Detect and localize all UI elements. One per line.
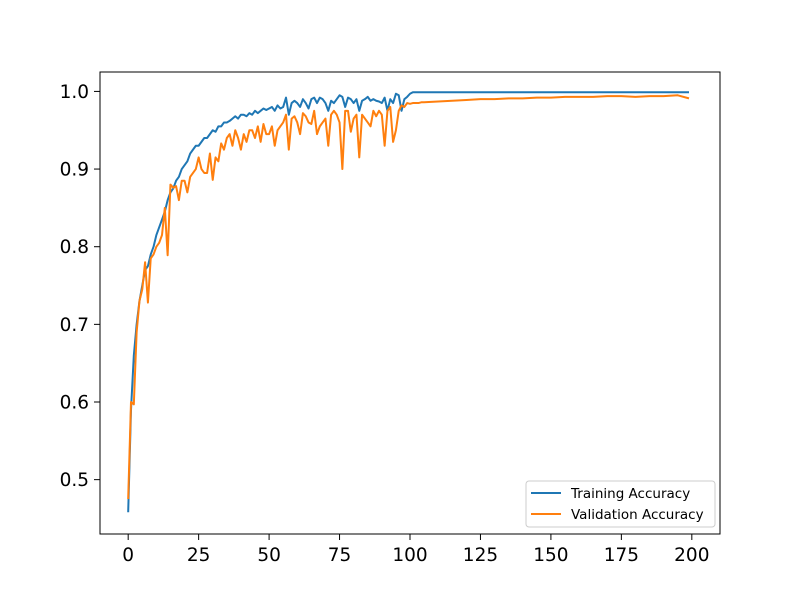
series-line-training [127, 91, 689, 513]
x-tick-label: 50 [257, 545, 281, 566]
y-tick-label: 1.0 [60, 82, 89, 103]
x-tick-label: 125 [463, 545, 498, 566]
x-tick-label: 150 [533, 545, 568, 566]
legend-label-training: Training Accuracy [570, 486, 690, 502]
y-tick-label: 0.7 [60, 315, 89, 336]
y-tick-label: 0.8 [60, 237, 89, 258]
x-tick-label: 200 [674, 545, 709, 566]
series-line-validation [127, 94, 690, 500]
plot-area [100, 72, 720, 534]
x-tick-label: 0 [122, 545, 134, 566]
x-tick-label: 75 [328, 545, 352, 566]
axis-layer: 0 25 50 75 100 125 150 175 200 0.5 0.6 0.7 0.8 0.9 1.0 [60, 82, 710, 566]
x-tick-label: 25 [187, 545, 211, 566]
legend: Training Accuracy Validation Accuracy [525, 480, 716, 528]
legend-box [525, 480, 716, 528]
series-layer [127, 91, 690, 513]
legend-label-validation: Validation Accuracy [571, 507, 704, 523]
x-tick-label: 100 [392, 545, 427, 566]
x-tick-label: 175 [604, 545, 639, 566]
y-tick-label: 0.5 [60, 470, 89, 491]
y-tick-label: 0.9 [60, 160, 89, 181]
y-tick-label: 0.6 [60, 393, 89, 414]
